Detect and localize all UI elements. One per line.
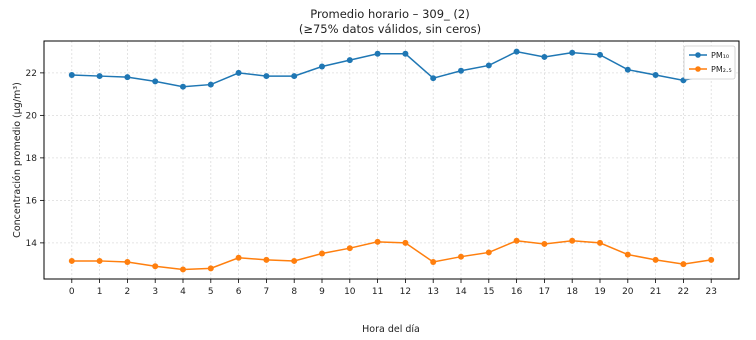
- x-tick-label: 7: [264, 287, 270, 297]
- legend-marker: [695, 52, 701, 58]
- data-point: [291, 73, 298, 80]
- x-tick-label: 12: [400, 287, 411, 297]
- data-point: [68, 257, 75, 264]
- data-point: [458, 253, 464, 260]
- legend-label: PM₁₀: [711, 51, 729, 60]
- data-point: [652, 72, 659, 78]
- data-point: [124, 259, 131, 265]
- data-point: [430, 75, 437, 82]
- data-point: [624, 66, 631, 73]
- data-point: [263, 256, 270, 263]
- data-point: [513, 237, 520, 244]
- x-tick-label: 19: [594, 287, 606, 297]
- data-point: [541, 53, 548, 60]
- x-tick-label: 9: [319, 287, 325, 297]
- y-tick-label: 18: [26, 154, 38, 164]
- data-point: [569, 237, 576, 244]
- x-ticks: 0 1 2 3 4 5 6 7 8 9 10 11 12 13 14 15 16 17 18 19 20 21 22 23: [69, 279, 717, 297]
- data-point: [652, 256, 659, 263]
- x-tick-label: 4: [180, 287, 186, 297]
- data-point: [541, 240, 548, 247]
- x-tick-label: 11: [372, 287, 383, 297]
- data-point: [680, 261, 687, 268]
- data-point: [513, 48, 520, 55]
- data-point: [152, 263, 159, 270]
- series-group: [68, 48, 715, 273]
- data-point: [458, 67, 464, 74]
- data-point: [68, 72, 75, 78]
- data-point: [235, 69, 242, 76]
- x-tick-label: 2: [125, 287, 131, 297]
- x-tick-label: 20: [622, 287, 634, 297]
- x-tick-label: 3: [152, 287, 158, 297]
- x-tick-label: 17: [539, 287, 550, 297]
- data-point: [346, 245, 353, 252]
- legend: PM₁₀ PM₂.₅: [683, 45, 736, 80]
- data-point: [96, 73, 103, 80]
- data-point: [374, 50, 381, 57]
- chart-title: Promedio horario – 309_ (2): [310, 7, 469, 21]
- x-tick-label: 23: [705, 287, 716, 297]
- plot-area: [43, 40, 740, 280]
- data-point: [430, 259, 437, 265]
- data-point: [597, 239, 603, 246]
- y-tick-label: 14: [26, 239, 38, 249]
- x-tick-label: 15: [483, 287, 494, 297]
- x-axis-label: Hora del día: [362, 324, 420, 335]
- x-tick-label: 21: [650, 287, 661, 297]
- data-point: [708, 256, 715, 263]
- legend-marker: [695, 66, 701, 72]
- x-tick-label: 8: [291, 287, 297, 297]
- data-point: [485, 62, 492, 69]
- data-point: [263, 73, 270, 80]
- y-tick-label: 16: [26, 196, 38, 206]
- data-point: [124, 74, 131, 81]
- data-point: [180, 83, 186, 90]
- x-tick-label: 13: [427, 287, 438, 297]
- chart-subtitle: (≥75% datos válidos, sin ceros): [299, 22, 481, 36]
- data-point: [319, 250, 325, 257]
- x-tick-label: 18: [566, 287, 578, 297]
- x-tick-label: 14: [455, 287, 467, 297]
- x-tick-label: 5: [208, 287, 214, 297]
- legend-label: PM₂.₅: [711, 65, 732, 74]
- data-point: [207, 265, 214, 272]
- data-point: [346, 57, 353, 64]
- data-point: [485, 249, 492, 256]
- grid: [44, 41, 739, 279]
- data-point: [319, 63, 325, 70]
- y-tick-label: 22: [26, 69, 37, 79]
- data-point: [96, 257, 103, 264]
- x-tick-label: 0: [69, 287, 75, 297]
- x-tick-label: 1: [97, 287, 103, 297]
- x-tick-label: 6: [236, 287, 242, 297]
- x-tick-label: 16: [511, 287, 523, 297]
- x-tick-label: 10: [344, 287, 356, 297]
- data-point: [235, 254, 242, 261]
- series-line-0: [71, 50, 712, 88]
- series-line-1: [71, 239, 712, 271]
- data-point: [180, 266, 186, 273]
- data-point: [207, 81, 214, 88]
- y-axis-label: Concentración promedio (µg/m³): [12, 82, 23, 238]
- data-point: [402, 239, 409, 246]
- data-point: [291, 257, 298, 264]
- data-point: [152, 78, 159, 85]
- data-point: [597, 51, 603, 58]
- y-tick-label: 20: [26, 111, 38, 121]
- data-point: [569, 49, 576, 56]
- data-point: [374, 238, 381, 245]
- y-ticks: 14 16 18 20 22: [26, 69, 44, 249]
- x-tick-label: 22: [678, 287, 689, 297]
- data-point: [624, 251, 631, 258]
- data-point: [402, 50, 409, 57]
